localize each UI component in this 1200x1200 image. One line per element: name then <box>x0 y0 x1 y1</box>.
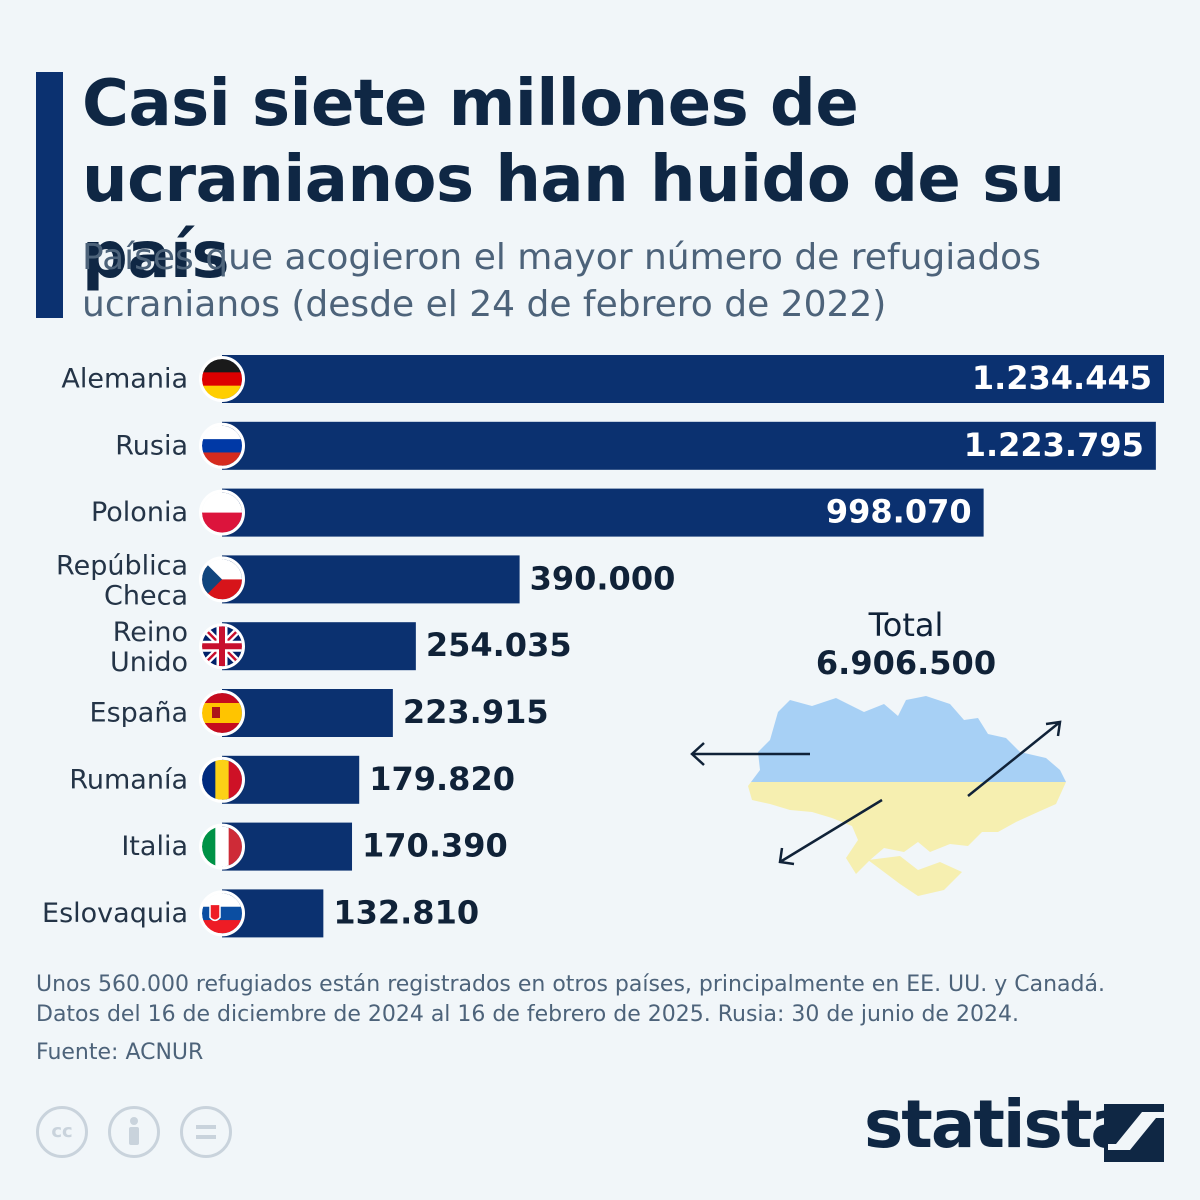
germany-flag-icon <box>199 356 245 402</box>
category-label: Italia <box>121 831 188 862</box>
footnote-line: Datos del 16 de diciembre de 2024 al 16 … <box>36 1002 1019 1027</box>
footnote-line: Unos 560.000 refugiados están registrado… <box>36 972 1105 997</box>
value-label: 254.035 <box>426 626 572 664</box>
united-kingdom-flag-icon <box>199 623 245 670</box>
chart-subtitle: Países que acogieron el mayor número de … <box>82 237 1041 325</box>
attribution-icon[interactable] <box>108 1106 160 1158</box>
value-label: 170.390 <box>362 827 508 865</box>
source-note: Fuente: ACNUR <box>36 1040 204 1065</box>
value-label: 1.234.445 <box>972 359 1152 397</box>
bar <box>222 421 1156 470</box>
italy-flag-icon <box>199 823 245 870</box>
title-accent-bar <box>36 72 63 318</box>
arrow-west-icon <box>690 742 810 766</box>
category-label: República Checa <box>56 550 188 611</box>
category-label: Polonia <box>91 497 188 528</box>
value-label: 390.000 <box>530 559 676 597</box>
spain-flag-icon <box>199 690 245 736</box>
bar <box>222 355 1164 403</box>
poland-flag-icon <box>199 489 245 536</box>
refugee-flow-arrows <box>690 720 1062 866</box>
category-label: Eslovaquia <box>42 898 188 929</box>
creative-commons-icon[interactable]: cc <box>36 1106 88 1158</box>
bar <box>222 555 520 604</box>
value-label: 132.810 <box>333 893 479 931</box>
total-label: Total <box>868 606 944 644</box>
czech-republic-flag-icon <box>199 556 245 603</box>
statista-logo-icon <box>1104 1104 1164 1162</box>
value-label: 223.915 <box>403 693 549 731</box>
category-label: Rumanía <box>69 764 188 795</box>
chart-title: Casi siete millones de ucranianos han hu… <box>82 67 1065 293</box>
romania-flag-icon <box>199 756 245 803</box>
arrow-northeast-icon <box>967 720 1062 797</box>
total-value: 6.906.500 <box>815 644 997 682</box>
category-label: Alemania <box>61 364 188 395</box>
no-derivatives-icon[interactable] <box>180 1106 232 1158</box>
value-label: 998.070 <box>826 493 972 531</box>
ukraine-map-icon <box>748 696 1066 896</box>
russia-flag-icon <box>199 422 245 469</box>
category-label: Reino Unido <box>110 617 188 678</box>
footnote: Unos 560.000 refugiados están registrado… <box>36 970 1186 1030</box>
arrow-southwest-icon <box>778 798 883 866</box>
category-label: España <box>90 698 188 729</box>
category-label: Rusia <box>115 430 188 461</box>
bar <box>222 689 393 737</box>
value-label: 179.820 <box>369 760 515 798</box>
slovakia-flag-icon <box>199 890 245 937</box>
statista-logo[interactable]: statista <box>864 1086 1135 1163</box>
bar <box>222 622 416 671</box>
value-label: 1.223.795 <box>964 426 1144 464</box>
bar <box>222 488 984 537</box>
